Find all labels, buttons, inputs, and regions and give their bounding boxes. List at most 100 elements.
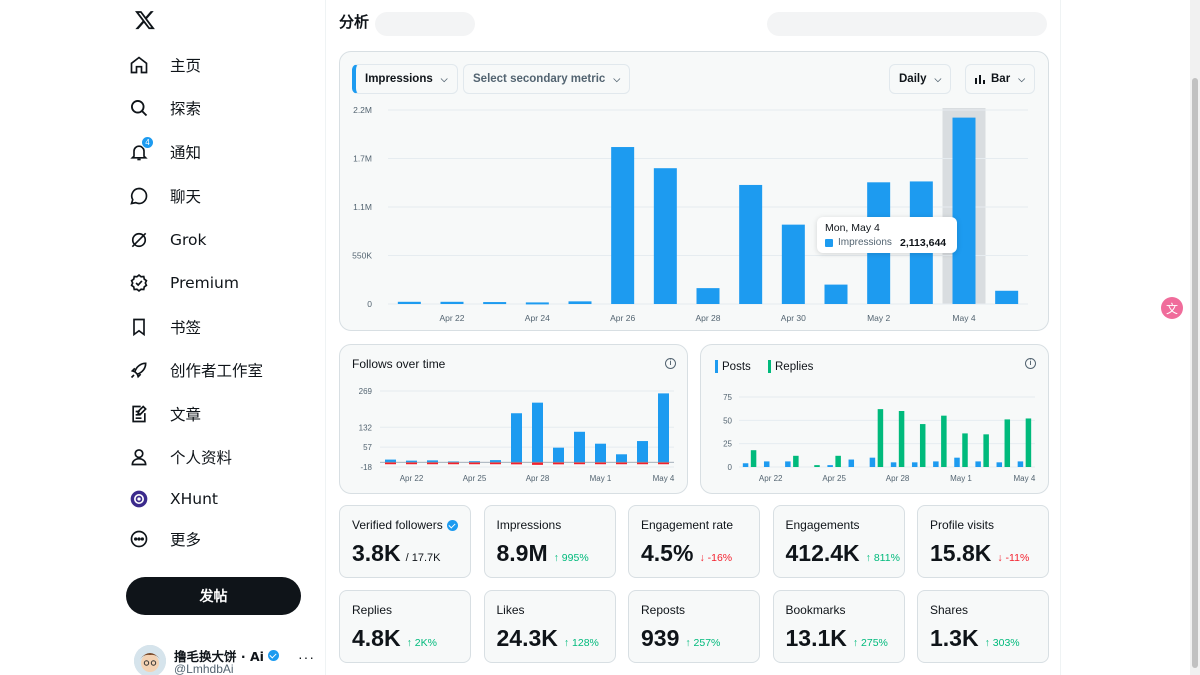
follows-card: Follows over time i -18 57 132 269 Apr 22 Apr… xyxy=(339,344,688,494)
y-tick-label: 2.2M xyxy=(353,105,372,115)
y-tick-label: 0 xyxy=(728,463,733,472)
follows-title: Follows over time xyxy=(352,357,446,371)
interval-select[interactable]: Daily ⌵ xyxy=(889,64,952,94)
x-tick-label: Apr 28 xyxy=(695,313,720,323)
bar-replies xyxy=(941,415,947,467)
metric-delta: ↑ 811% xyxy=(865,552,900,564)
metric-card[interactable]: Shares 1.3K ↑ 303% xyxy=(917,590,1049,663)
more-icon xyxy=(126,526,152,552)
nav-item-profile[interactable]: 个人资料 xyxy=(126,437,232,477)
nav-item-xhunt[interactable]: XHunt xyxy=(126,479,218,519)
bar-posts xyxy=(763,461,770,467)
secondary-metric-select[interactable]: Select secondary metric ⌵ xyxy=(463,64,631,94)
x-tick-label: May 4 xyxy=(952,313,975,323)
nav-item-articles[interactable]: 文章 xyxy=(126,394,201,434)
metric-label-text: Replies xyxy=(352,603,393,617)
chevron-down-icon: ⌵ xyxy=(613,73,621,84)
metric-value: 4.5% xyxy=(641,540,694,566)
info-icon[interactable]: i xyxy=(1025,358,1036,369)
legend-posts: Posts xyxy=(715,360,751,373)
y-tick-label: 132 xyxy=(359,423,373,432)
post-button[interactable]: 发帖 xyxy=(126,577,301,615)
nav-label: 通知 xyxy=(170,144,202,162)
metric-label-text: Shares xyxy=(930,603,969,617)
bar-gained xyxy=(406,460,417,463)
account-switcher[interactable]: 撸毛换大饼 · Ai @LmhdbAi ··· xyxy=(134,645,324,675)
metric-value-row: 3.8K / 17.7K xyxy=(352,540,440,567)
metric-card[interactable]: Replies 4.8K ↑ 2K% xyxy=(339,590,471,663)
nav-item-explore[interactable]: 探索 xyxy=(126,88,201,128)
x-logo-icon[interactable] xyxy=(134,9,158,33)
metric-value-row: 4.5% ↓ -16% xyxy=(641,540,732,567)
analytics-main: 分析 Impressions ⌵ Select secondary metric ⌵… xyxy=(327,0,1061,675)
nav-label: 创作者工作室 xyxy=(170,362,264,380)
more-dots-icon[interactable]: ··· xyxy=(298,649,315,665)
nav-item-chat[interactable]: 聊天 xyxy=(126,176,201,216)
metric-value: 412.4K xyxy=(785,540,860,566)
metric-delta: ↑ 303% xyxy=(984,637,1020,649)
bar-chart-icon xyxy=(975,75,985,84)
metric-value-row: 24.3K ↑ 128% xyxy=(497,625,599,652)
nav-item-premium[interactable]: Premium xyxy=(126,263,239,303)
chart-type-label: Bar xyxy=(991,73,1011,85)
metric-value-row: 4.8K ↑ 2K% xyxy=(352,625,437,652)
info-icon[interactable]: i xyxy=(665,358,676,369)
nav-item-bookmarks[interactable]: 书签 xyxy=(126,307,201,347)
bar xyxy=(739,184,763,304)
chart-type-select[interactable]: Bar ⌵ xyxy=(965,64,1036,94)
scrollbar[interactable] xyxy=(1190,0,1200,675)
metric-card[interactable]: Profile visits 15.8K ↓ -11% xyxy=(917,505,1049,578)
metric-card[interactable]: Engagement rate 4.5% ↓ -16% xyxy=(628,505,760,578)
bar-gained xyxy=(385,459,396,463)
bar-replies xyxy=(898,411,905,467)
metric-value-row: 1.3K ↑ 303% xyxy=(930,625,1020,652)
y-tick-label: 269 xyxy=(359,387,373,396)
nav-label: 书签 xyxy=(170,319,202,337)
nav-item-creator-studio[interactable]: 创作者工作室 xyxy=(126,350,263,390)
bar-gained xyxy=(427,460,438,463)
metric-card[interactable]: Impressions 8.9M ↑ 995% xyxy=(483,505,616,578)
bar-posts xyxy=(742,463,749,467)
chevron-down-icon: ⌵ xyxy=(440,73,448,84)
metric-label: Shares xyxy=(930,603,968,617)
bar-replies xyxy=(919,424,926,467)
metric-label-text: Verified followers xyxy=(352,518,443,532)
metric-label: Reposts xyxy=(641,603,685,617)
metric-value: 15.8K xyxy=(930,540,992,566)
y-tick-label: 1.7M xyxy=(353,154,372,164)
translate-icon[interactable]: 文 xyxy=(1161,297,1183,319)
nav-item-more[interactable]: 更多 xyxy=(126,519,201,559)
bar xyxy=(781,224,805,304)
metric-delta: ↑ 128% xyxy=(563,637,599,649)
bar-lost xyxy=(448,462,459,465)
bar-replies xyxy=(814,465,820,467)
metric-card[interactable]: Engagements 412.4K ↑ 811% xyxy=(772,505,905,578)
metric-card[interactable]: Verified followers 3.8K / 17.7K xyxy=(339,505,471,578)
premium-icon xyxy=(126,270,152,296)
bar-gained xyxy=(595,443,606,463)
metric-card[interactable]: Likes 24.3K ↑ 128% xyxy=(483,590,616,663)
metric-label-text: Profile visits xyxy=(930,518,995,532)
posts-replies-card: Posts Replies i 0 25 50 75 Apr 22 Apr 25 Apr 2… xyxy=(700,344,1049,494)
bar-gained xyxy=(616,454,627,463)
bookmark-icon xyxy=(126,314,152,340)
bar-replies xyxy=(750,450,757,467)
scrollbar-thumb[interactable] xyxy=(1192,78,1198,668)
primary-metric-select[interactable]: Impressions ⌵ xyxy=(352,64,458,94)
y-tick-label: 75 xyxy=(723,393,732,402)
metric-delta: ↑ 2K% xyxy=(406,637,437,649)
x-tick-label: Apr 28 xyxy=(526,474,550,483)
nav-item-grok[interactable]: Grok xyxy=(126,220,207,260)
xhunt-icon xyxy=(126,486,152,512)
metric-card[interactable]: Reposts 939 ↑ 257% xyxy=(628,590,760,663)
x-tick-label: Apr 24 xyxy=(525,313,550,323)
nav-item-home[interactable]: 主页 xyxy=(126,45,201,85)
metric-value: 4.8K xyxy=(352,625,401,651)
nav-item-notifications[interactable]: 4 通知 xyxy=(126,132,201,172)
x-tick-label: May 1 xyxy=(950,474,972,483)
bar-lost xyxy=(427,462,438,465)
bar-posts xyxy=(785,461,791,467)
bar-lost xyxy=(595,462,606,465)
metric-label: Verified followers xyxy=(352,518,458,532)
metric-card[interactable]: Bookmarks 13.1K ↑ 275% xyxy=(772,590,905,663)
